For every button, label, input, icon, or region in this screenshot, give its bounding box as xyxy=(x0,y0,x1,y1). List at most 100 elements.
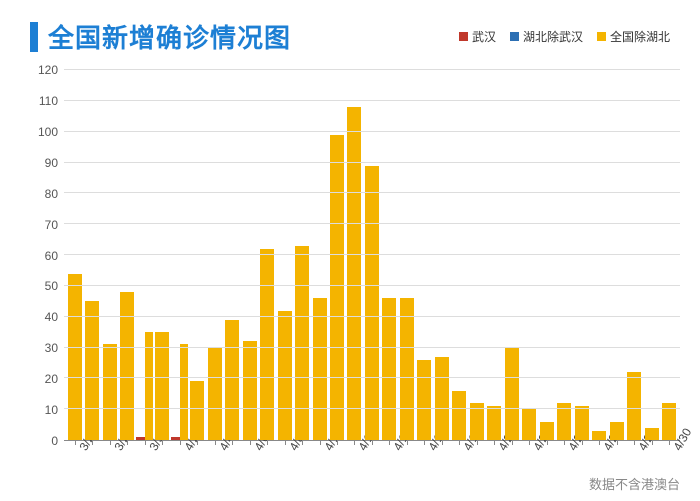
x-tick-mark xyxy=(180,440,181,445)
bar-group: 4/16 xyxy=(416,70,433,440)
bar-group: 4/24 xyxy=(556,70,573,440)
bar xyxy=(243,341,257,440)
bar-group: 4/2 xyxy=(171,70,188,440)
y-tick-label: 50 xyxy=(45,279,58,293)
x-tick-mark xyxy=(197,440,198,445)
bar xyxy=(190,381,204,440)
bar xyxy=(452,391,466,440)
legend-swatch xyxy=(510,32,519,41)
bar xyxy=(610,422,624,441)
bar-group xyxy=(293,70,310,440)
y-tick-label: 30 xyxy=(45,341,58,355)
bar xyxy=(435,357,449,440)
x-tick-mark xyxy=(127,440,128,445)
x-tick-mark xyxy=(547,440,548,445)
y-tick-label: 10 xyxy=(45,403,58,417)
legend-label: 全国除湖北 xyxy=(610,28,670,45)
y-tick-label: 60 xyxy=(45,249,58,263)
legend-item: 湖北除武汉 xyxy=(510,28,583,45)
x-tick-mark xyxy=(250,440,251,445)
x-tick-mark xyxy=(407,440,408,445)
x-tick-mark xyxy=(145,440,146,445)
x-tick-mark xyxy=(652,440,653,445)
x-tick-mark xyxy=(372,440,373,445)
x-tick-mark xyxy=(477,440,478,445)
bar xyxy=(180,344,189,440)
legend-swatch xyxy=(459,32,468,41)
title-accent-bar xyxy=(30,22,38,52)
bar xyxy=(225,320,239,440)
bar-group: 4/6 xyxy=(241,70,258,440)
bar-group xyxy=(643,70,660,440)
bar xyxy=(522,409,536,440)
grid-line xyxy=(64,192,680,193)
grid-line xyxy=(64,408,680,409)
bar-group xyxy=(118,70,135,440)
bar-group xyxy=(83,70,100,440)
grid-line xyxy=(64,347,680,348)
bar xyxy=(330,135,344,440)
y-tick-label: 90 xyxy=(45,156,58,170)
bar xyxy=(120,292,134,440)
bar xyxy=(171,437,180,440)
bar-group: 4/22 xyxy=(521,70,538,440)
bar-group xyxy=(328,70,345,440)
y-tick-label: 110 xyxy=(39,94,58,108)
bar-group: 4/8 xyxy=(276,70,293,440)
bar xyxy=(540,422,554,441)
bar xyxy=(313,298,327,440)
bar xyxy=(505,348,519,441)
bar-group xyxy=(573,70,590,440)
x-tick-mark xyxy=(232,440,233,445)
bar xyxy=(85,301,99,440)
x-tick-mark xyxy=(320,440,321,445)
legend-label: 湖北除武汉 xyxy=(523,28,583,45)
x-tick-mark xyxy=(285,440,286,445)
chart-area: 0102030405060708090100110120 3/273/293/3… xyxy=(30,70,680,441)
legend-item: 全国除湖北 xyxy=(597,28,670,45)
bar-group: 3/29 xyxy=(101,70,118,440)
bar-group: 4/18 xyxy=(451,70,468,440)
legend: 武汉 湖北除武汉 全国除湖北 xyxy=(459,28,670,45)
legend-item: 武汉 xyxy=(459,28,496,45)
bar-group xyxy=(538,70,555,440)
bar-group: 4/26 xyxy=(591,70,608,440)
x-tick-mark xyxy=(215,440,216,445)
x-tick-mark xyxy=(162,440,163,445)
grid-line xyxy=(64,285,680,286)
x-tick-mark xyxy=(267,440,268,445)
bar xyxy=(400,298,414,440)
x-tick-mark xyxy=(617,440,618,445)
bar-group xyxy=(153,70,170,440)
x-tick-mark xyxy=(75,440,76,445)
bar-group: 4/30 xyxy=(660,70,677,440)
grid-line xyxy=(64,69,680,70)
bar xyxy=(278,311,292,441)
bar-group xyxy=(188,70,205,440)
grid-line xyxy=(64,131,680,132)
bar xyxy=(260,249,274,440)
bar-group xyxy=(468,70,485,440)
bar-group xyxy=(433,70,450,440)
y-tick-label: 100 xyxy=(38,125,58,139)
y-tick-label: 40 xyxy=(45,310,58,324)
bar xyxy=(575,406,589,440)
grid-line xyxy=(64,162,680,163)
bar-group: 4/20 xyxy=(486,70,503,440)
y-tick-label: 70 xyxy=(45,218,58,232)
bar xyxy=(382,298,396,440)
bar-group: 4/12 xyxy=(346,70,363,440)
chart-title: 全国新增确诊情况图 xyxy=(48,18,291,55)
x-tick-mark xyxy=(92,440,93,445)
bar xyxy=(645,428,659,440)
bar-group: 4/28 xyxy=(626,70,643,440)
grid-line xyxy=(64,316,680,317)
x-tick-mark xyxy=(582,440,583,445)
bar-group: 3/27 xyxy=(66,70,83,440)
y-tick-label: 80 xyxy=(45,187,58,201)
bar xyxy=(487,406,501,440)
y-tick-label: 120 xyxy=(38,63,58,77)
bar-group xyxy=(503,70,520,440)
bar xyxy=(155,332,169,440)
x-tick-mark xyxy=(337,440,338,445)
